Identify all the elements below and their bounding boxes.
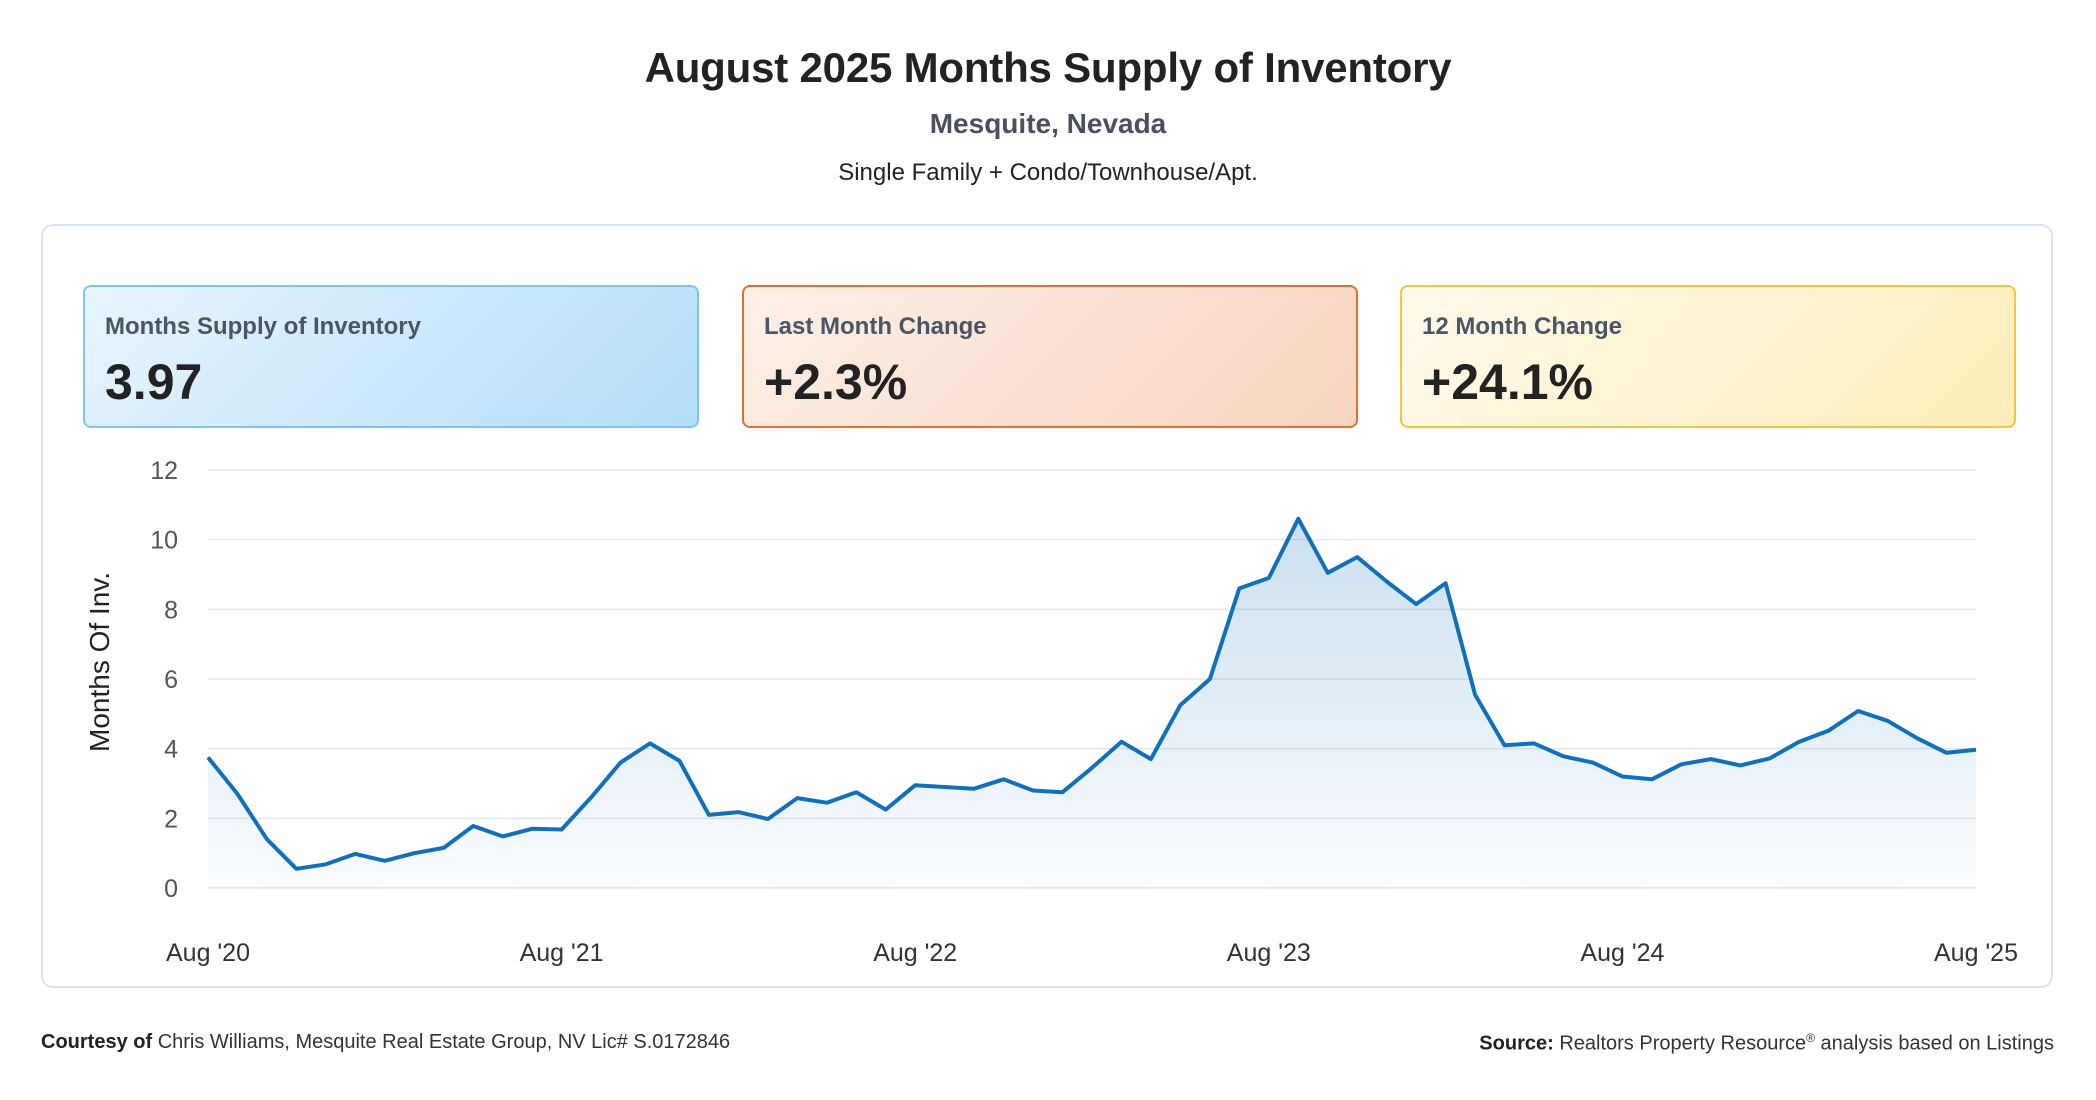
twelve-month-change-card: 12 Month Change +24.1% (1400, 285, 2016, 428)
area-fill (208, 518, 1976, 888)
x-tick-label: Aug '22 (873, 939, 957, 967)
y-axis-label: Months Of Inv. (84, 572, 115, 752)
y-tick-label: 12 (150, 457, 178, 485)
x-tick-label: Aug '24 (1580, 939, 1664, 967)
twelve-month-change-value: +24.1% (1422, 354, 1593, 410)
source-rest: analysis based on Listings (1820, 1032, 2054, 1055)
y-tick-label: 4 (164, 736, 178, 764)
courtesy-text: Chris Williams, Mesquite Real Estate Gro… (157, 1031, 731, 1053)
x-tick-label: Aug '20 (166, 939, 250, 967)
last-month-change-label: Last Month Change (764, 313, 987, 340)
property-types-subtitle: Single Family + Condo/Townhouse/Apt. (838, 159, 1258, 186)
x-tick-label: Aug '25 (1934, 939, 2018, 967)
months-supply-value: 3.97 (105, 354, 203, 410)
source-label: Source: (1479, 1032, 1554, 1055)
y-tick-labels: 0 2 4 6 8 10 12 (150, 457, 178, 903)
source-name: Realtors Property Resource (1559, 1032, 1807, 1055)
months-supply-card: Months Supply of Inventory 3.97 (83, 285, 699, 428)
y-tick-label: 0 (164, 875, 178, 903)
y-tick-label: 10 (150, 527, 178, 555)
y-tick-label: 8 (164, 596, 178, 624)
y-tick-label: 6 (164, 666, 178, 694)
courtesy-footer: Courtesy of Chris Williams, Mesquite Rea… (41, 1031, 730, 1054)
last-month-change-value: +2.3% (764, 354, 908, 410)
registered-mark: ® (1806, 1031, 1815, 1045)
series-line (206, 516, 1977, 871)
x-tick-label: Aug '21 (520, 939, 604, 967)
y-tick-label: 2 (164, 805, 178, 833)
last-month-change-card: Last Month Change +2.3% (742, 285, 1358, 428)
x-tick-label: Aug '23 (1227, 939, 1311, 967)
location-subtitle: Mesquite, Nevada (929, 108, 1167, 139)
chart-title: August 2025 Months Supply of Inventory (644, 44, 1452, 91)
twelve-month-change-label: 12 Month Change (1422, 313, 1623, 340)
x-tick-labels: Aug '20 Aug '21 Aug '22 Aug '23 Aug '24 Aug '… (166, 939, 2018, 967)
months-supply-label: Months Supply of Inventory (105, 313, 421, 340)
source-footer: Source: Realtors Property Resource® anal… (1479, 1031, 2054, 1056)
series-line-path (206, 516, 1977, 871)
courtesy-label: Courtesy of (41, 1031, 153, 1053)
area-fill-path (208, 518, 1976, 888)
